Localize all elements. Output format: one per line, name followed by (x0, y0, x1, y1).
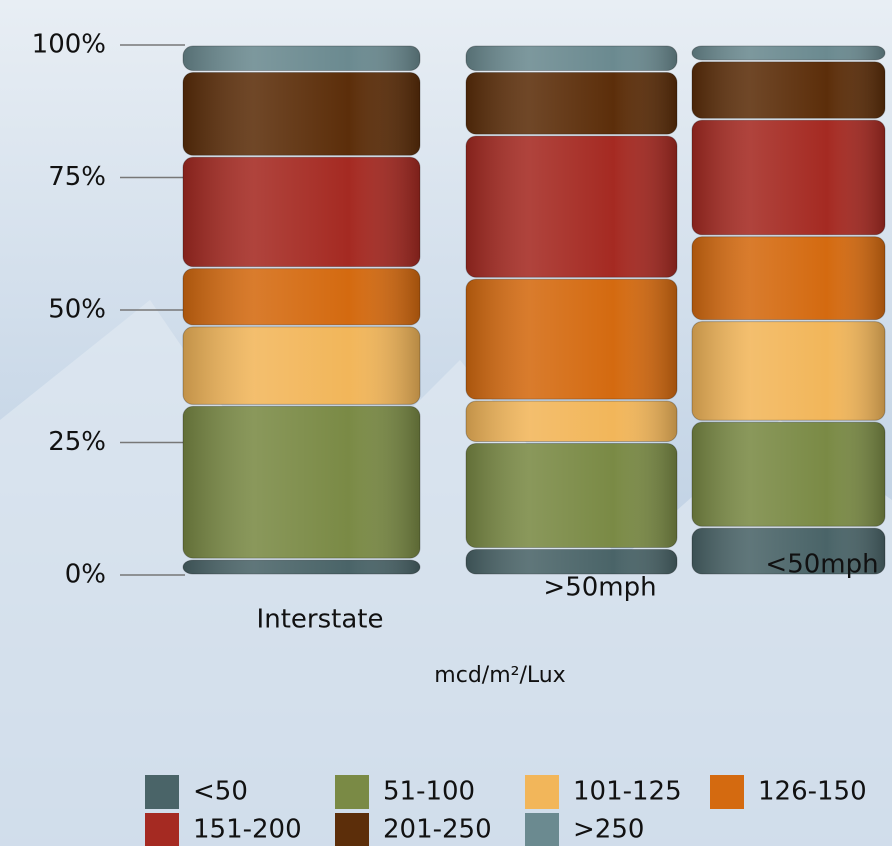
bar-shine (466, 46, 677, 71)
legend-label: <50 (193, 777, 248, 807)
legend-swatch (710, 775, 744, 809)
bar-shine (183, 406, 420, 559)
legend-label: 151-200 (193, 815, 302, 845)
legend-label: 101-125 (573, 777, 682, 807)
bar-shine (183, 157, 420, 267)
legend-label: 126-150 (758, 777, 867, 807)
bar-shine (466, 279, 677, 400)
bar-shine (692, 528, 885, 574)
legend-label: 201-250 (383, 815, 492, 845)
bar-shine (183, 46, 420, 71)
bar-shine (466, 549, 677, 574)
bar-shine (692, 120, 885, 235)
bar-shine (692, 46, 885, 60)
legend-swatch (335, 813, 369, 846)
bar-shine (692, 236, 885, 320)
bar-shine (692, 321, 885, 421)
legend-label: >250 (573, 815, 644, 845)
bar-shine (183, 326, 420, 405)
y-tick-label: 100% (32, 30, 106, 60)
bar-shine (466, 136, 677, 278)
legend-label: 51-100 (383, 777, 475, 807)
legend-swatch (335, 775, 369, 809)
x-axis-label: mcd/m²/Lux (434, 663, 565, 688)
legend-swatch (145, 813, 179, 846)
y-tick-label: 0% (65, 560, 106, 590)
x-tick-label: >50mph (543, 573, 656, 603)
bar-shine (692, 422, 885, 527)
bar-shine (466, 72, 677, 135)
y-tick-label: 50% (48, 295, 106, 325)
bar-shine (692, 61, 885, 119)
x-tick-label: <50mph (765, 550, 878, 580)
bar-shine (466, 401, 677, 442)
y-tick-label: 25% (48, 427, 106, 457)
bar-shine (183, 72, 420, 156)
bar-shine (466, 443, 677, 548)
legend-swatch (525, 813, 559, 846)
bar-shine (183, 560, 420, 574)
bar-shine (183, 268, 420, 325)
y-tick-label: 75% (48, 162, 106, 192)
legend-swatch (525, 775, 559, 809)
legend-swatch (145, 775, 179, 809)
x-tick-label: Interstate (257, 605, 384, 635)
